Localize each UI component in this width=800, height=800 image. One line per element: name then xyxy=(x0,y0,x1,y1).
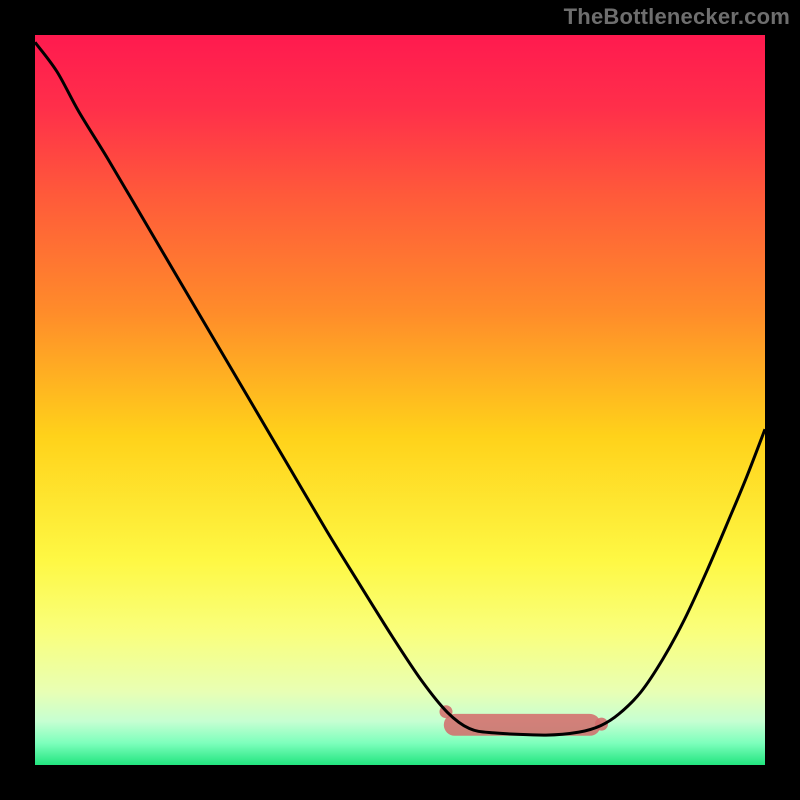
gradient-background xyxy=(35,35,765,765)
watermark-text: TheBottlenecker.com xyxy=(564,4,790,30)
chart-container: { "watermark": { "text": "TheBottlenecke… xyxy=(0,0,800,800)
bottleneck-chart xyxy=(0,0,800,800)
